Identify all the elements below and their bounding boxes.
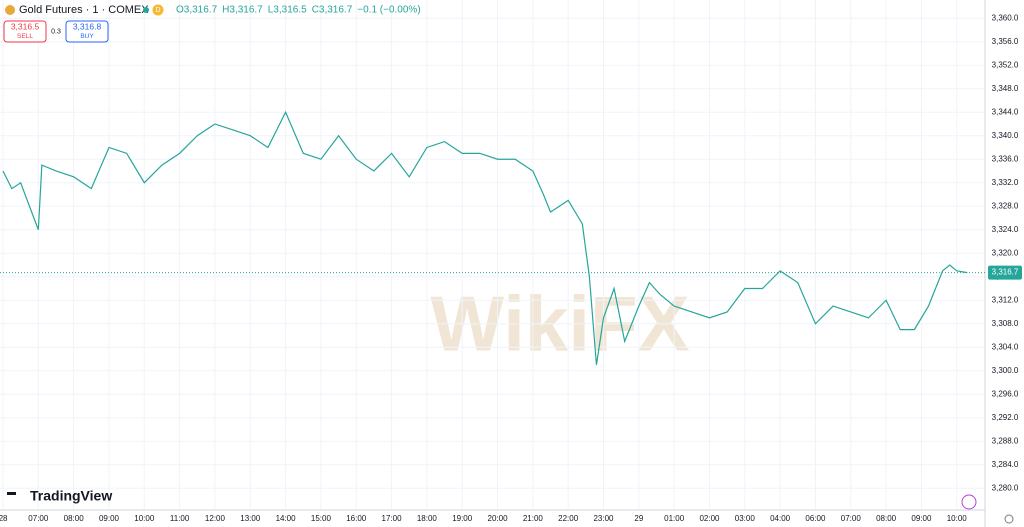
sell-label: SELL [17, 33, 33, 40]
y-tick-label: 3,320.0 [992, 248, 1019, 257]
x-tick-label: 07:00 [28, 514, 49, 523]
ohlc-value: H3,316.7 [222, 5, 263, 16]
x-tick-label: 07:00 [841, 514, 862, 523]
x-tick-label: 08:00 [876, 514, 897, 523]
x-tick-label: 14:00 [276, 514, 297, 523]
y-tick-label: 3,328.0 [992, 201, 1019, 210]
y-tick-label: 3,296.0 [992, 389, 1019, 398]
spread: 0.3 [51, 28, 61, 35]
y-tick-label: 3,312.0 [992, 295, 1019, 304]
x-tick-label: 17:00 [382, 514, 403, 523]
interval-badge: D [155, 7, 160, 14]
y-tick-label: 3,356.0 [992, 37, 1019, 46]
ohlc-value: O3,316.7 [176, 5, 218, 16]
x-tick-label: 04:00 [770, 514, 791, 523]
x-tick-label: 19:00 [452, 514, 473, 523]
y-tick-label: 3,344.0 [992, 107, 1019, 116]
price-line [2, 110, 968, 365]
x-tick-label: 02:00 [699, 514, 720, 523]
y-tick-label: 3,352.0 [992, 60, 1019, 69]
y-tick-label: 3,348.0 [992, 84, 1019, 93]
y-tick-label: 3,308.0 [992, 319, 1019, 328]
x-tick-label: 12:00 [205, 514, 226, 523]
x-tick-label: 16:00 [346, 514, 367, 523]
x-tick-label: 10:00 [134, 514, 155, 523]
brand: TradingView [30, 488, 112, 504]
x-tick-label: 29 [634, 514, 643, 523]
status-dot [143, 7, 149, 13]
x-tick-label: 06:00 [805, 514, 826, 523]
y-tick-label: 3,284.0 [992, 460, 1019, 469]
last-price-badge [988, 265, 1022, 280]
x-tick-label: 23:00 [593, 514, 614, 523]
symbol-icon [5, 5, 15, 15]
symbol: Gold Futures · 1 · COMEX [19, 4, 149, 16]
x-tick-label: 28 [0, 514, 8, 523]
y-tick-label: 3,292.0 [992, 413, 1019, 422]
brand-logo [7, 492, 16, 495]
x-tick-label: 13:00 [240, 514, 261, 523]
x-tick-label: 08:00 [64, 514, 85, 523]
y-tick-label: 3,280.0 [992, 483, 1019, 492]
sell-price: 3,316.5 [11, 21, 40, 31]
ohlc: O3,316.7 H3,316.7 L3,316.5 C3,316.7 −0.1 (−0… [176, 5, 421, 16]
ohlc-value: L3,316.5 [268, 5, 307, 16]
settings-icon[interactable] [1004, 514, 1014, 524]
last-price-label: 3,316.7 [992, 268, 1019, 277]
x-tick-label: 10:00 [947, 514, 968, 523]
x-tick-label: 20:00 [488, 514, 509, 523]
y-tick-label: 3,360.0 [992, 13, 1019, 22]
y-tick-label: 3,340.0 [992, 131, 1019, 140]
alert-icon[interactable] [961, 494, 977, 510]
badge-bg [152, 4, 164, 16]
x-tick-label: 09:00 [911, 514, 932, 523]
x-tick-label: 21:00 [523, 514, 544, 523]
x-tick-label: 15:00 [311, 514, 332, 523]
y-tick-label: 3,300.0 [992, 366, 1019, 375]
y-tick-label: 3,336.0 [992, 154, 1019, 163]
y-tick-label: 3,304.0 [992, 342, 1019, 351]
x-tick-label: 18:00 [417, 514, 438, 523]
y-tick-label: 3,288.0 [992, 436, 1019, 445]
y-tick-label: 3,332.0 [992, 178, 1019, 187]
x-tick-label: 09:00 [99, 514, 120, 523]
ohlc-value: −0.1 (−0.00%) [357, 5, 420, 16]
buy-label: BUY [80, 33, 94, 40]
buy-button[interactable] [65, 20, 109, 43]
x-tick-label: 03:00 [735, 514, 756, 523]
x-tick-label: 11:00 [170, 514, 190, 523]
sell-button[interactable] [3, 20, 47, 43]
buy-price: 3,316.8 [73, 21, 102, 31]
x-tick-label: 01:00 [664, 514, 685, 523]
ohlc-value: C3,316.7 [312, 5, 353, 16]
y-tick-label: 3,324.0 [992, 225, 1019, 234]
x-tick-label: 22:00 [558, 514, 579, 523]
